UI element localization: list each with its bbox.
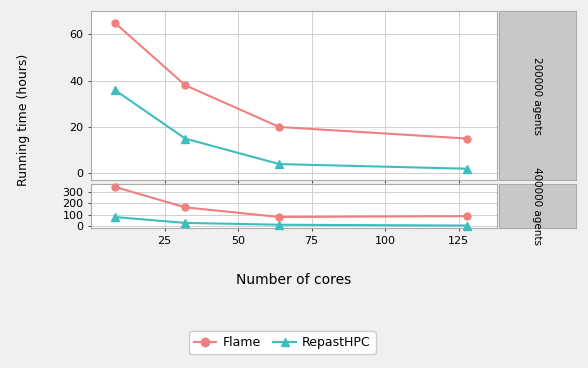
- Text: 200000 agents: 200000 agents: [532, 57, 543, 135]
- Text: Running time (hours): Running time (hours): [17, 53, 30, 186]
- Text: Number of cores: Number of cores: [236, 273, 352, 287]
- Legend: Flame, RepastHPC: Flame, RepastHPC: [189, 332, 376, 354]
- Text: 400000 agents: 400000 agents: [532, 167, 543, 245]
